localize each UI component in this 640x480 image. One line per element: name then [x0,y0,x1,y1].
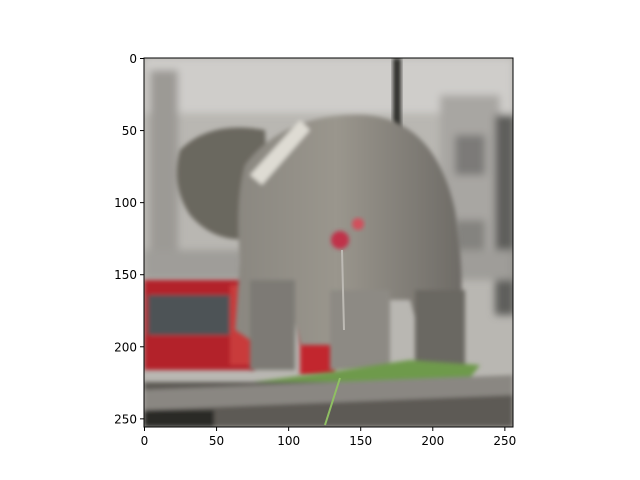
y-tick-label: 0 [129,52,137,66]
axes-frame [143,57,514,428]
image-panel [144,58,513,427]
y-tick-label: 200 [114,340,137,354]
y-tick-label: 150 [114,268,137,282]
y-tick-label: 100 [114,196,137,210]
x-tick-label: 0 [141,434,149,448]
x-tick-label: 200 [421,434,444,448]
y-tick-label: 250 [114,412,137,426]
x-axis: 0 50 100 150 200 250 [141,427,516,448]
x-tick-label: 250 [493,434,516,448]
y-axis: 0 50 100 150 200 250 [114,52,144,426]
y-tick-label: 50 [122,124,137,138]
x-tick-label: 50 [209,434,224,448]
x-tick-label: 100 [277,434,300,448]
x-tick-label: 150 [349,434,372,448]
